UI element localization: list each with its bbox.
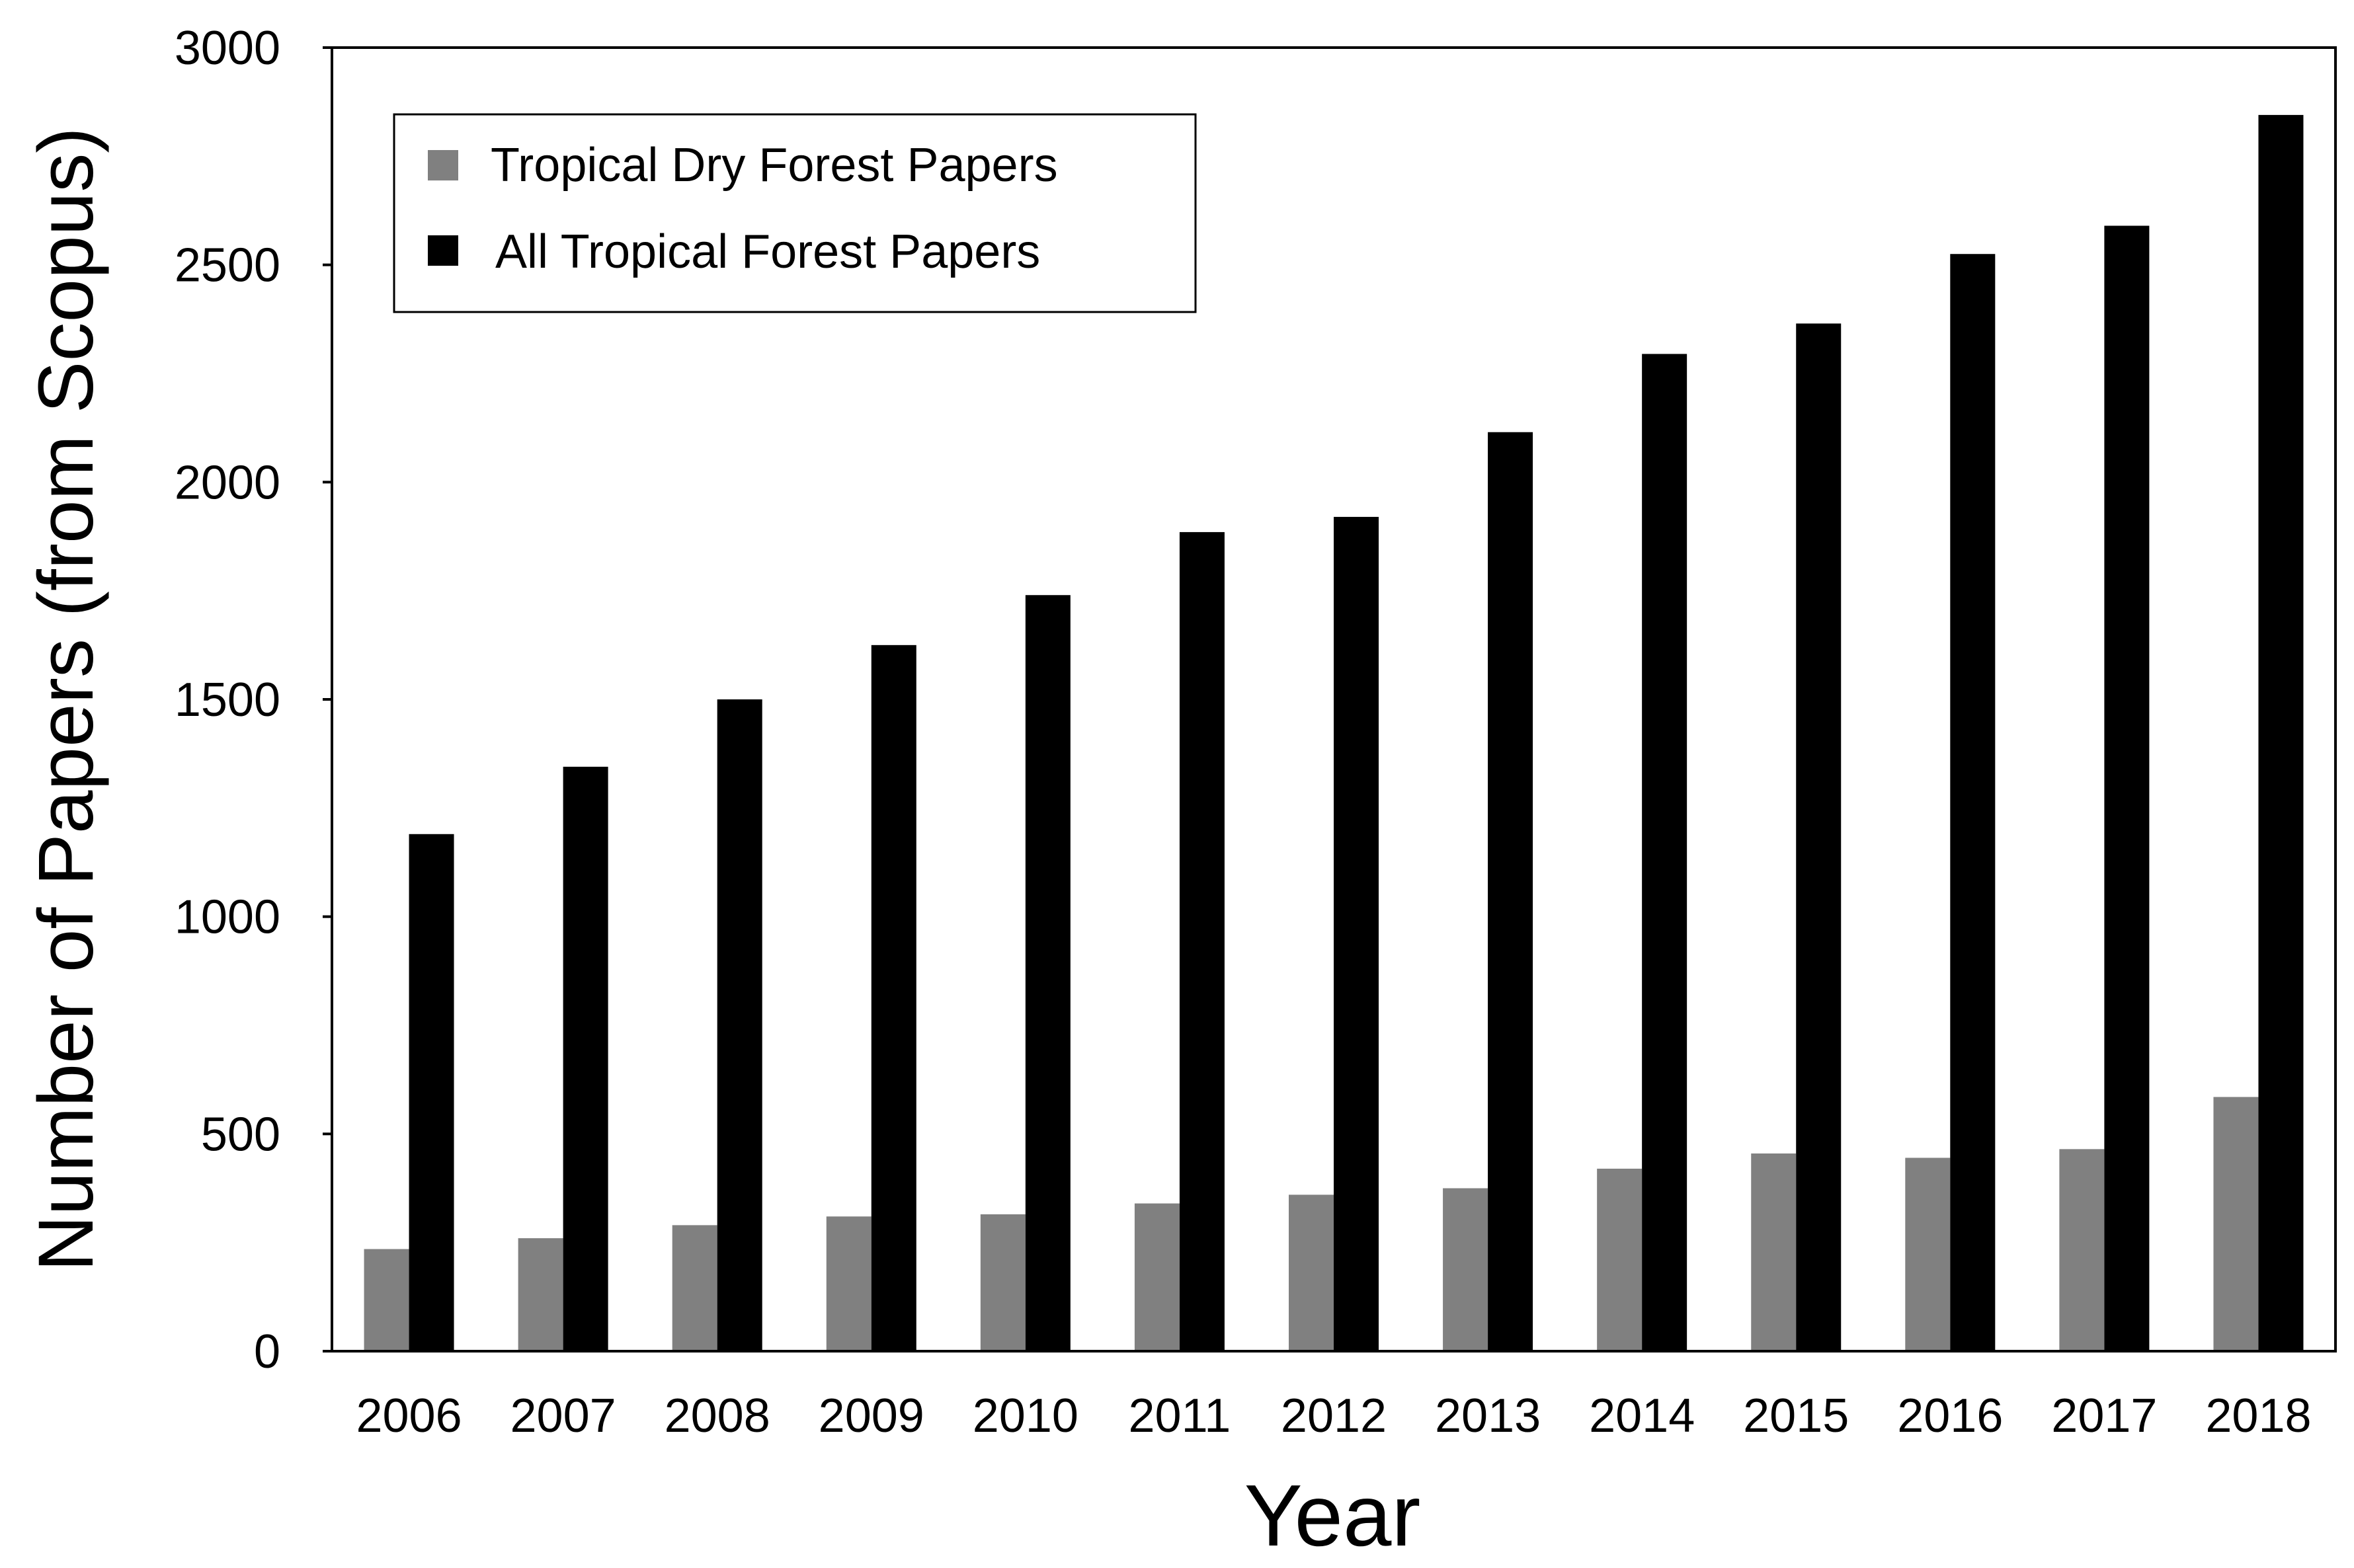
bar-tropical-dry-2007: [518, 1238, 563, 1351]
bar-tropical-dry-2008: [672, 1225, 717, 1351]
bar-tropical-dry-2014: [1597, 1168, 1643, 1351]
y-axis: 0 500 1000 1500 2000 2500 3000: [175, 22, 332, 1378]
bar-all-tropical-2014: [1642, 354, 1687, 1352]
x-axis: 2006 2007 2008 2009 2010 2011 2012 2013 2014 2015…: [356, 1390, 2311, 1442]
x-tick-label-2014: 2014: [1589, 1390, 1695, 1442]
x-tick-label-2007: 2007: [510, 1390, 616, 1442]
bar-all-tropical-2007: [563, 766, 608, 1351]
bar-tropical-dry-2011: [1134, 1203, 1180, 1351]
bar-all-tropical-2006: [409, 834, 454, 1351]
bar-tropical-dry-2012: [1289, 1195, 1334, 1351]
bar-tropical-dry-2016: [1905, 1157, 1951, 1351]
bar-tropical-dry-2010: [980, 1214, 1026, 1351]
x-tick-label-2009: 2009: [819, 1390, 924, 1442]
legend-box: [393, 113, 1197, 313]
y-tick-label-500: 500: [201, 1108, 280, 1161]
bar-tropical-dry-2006: [364, 1249, 409, 1351]
x-tick-label-2008: 2008: [665, 1390, 770, 1442]
x-tick-label-2017: 2017: [2051, 1390, 2157, 1442]
y-tick-label-3000: 3000: [175, 22, 280, 75]
bar-all-tropical-2012: [1334, 516, 1379, 1352]
bar-all-tropical-2016: [1950, 254, 1996, 1351]
bar-tropical-dry-2017: [2059, 1149, 2105, 1351]
y-tick-label-0: 0: [254, 1325, 280, 1378]
legend-swatch-tropical-dry: [428, 150, 458, 180]
bar-all-tropical-2010: [1025, 595, 1071, 1351]
bar-all-tropical-2017: [2104, 225, 2150, 1352]
bar-tropical-dry-2015: [1751, 1153, 1797, 1351]
bar-all-tropical-2015: [1796, 323, 1842, 1351]
x-tick-label-2010: 2010: [973, 1390, 1078, 1442]
bar-all-tropical-2013: [1488, 432, 1533, 1351]
x-tick-label-2012: 2012: [1281, 1390, 1387, 1442]
y-axis-title: Number of Papers (from Scopus): [22, 127, 110, 1271]
x-axis-title: Year: [1244, 1467, 1421, 1564]
bar-tropical-dry-2013: [1443, 1188, 1488, 1351]
bar-tropical-dry-2018: [2213, 1097, 2259, 1351]
y-tick-label-1500: 1500: [175, 674, 280, 726]
x-tick-label-2016: 2016: [1897, 1390, 2003, 1442]
legend: Tropical Dry Forest Papers All Tropical …: [393, 113, 1197, 313]
legend-swatch-all-tropical: [428, 235, 458, 266]
x-tick-label-2011: 2011: [1129, 1390, 1231, 1442]
y-tick-label-2000: 2000: [175, 456, 280, 509]
bar-tropical-dry-2009: [826, 1216, 872, 1351]
legend-label-all-tropical: All Tropical Forest Papers: [495, 225, 1040, 278]
x-tick-label-2015: 2015: [1743, 1390, 1849, 1442]
bars-group: [364, 114, 2304, 1352]
y-tick-label-2500: 2500: [175, 239, 280, 292]
legend-label-tropical-dry: Tropical Dry Forest Papers: [491, 139, 1058, 192]
x-tick-label-2018: 2018: [2205, 1390, 2311, 1442]
bar-all-tropical-2008: [717, 699, 762, 1351]
bar-all-tropical-2009: [871, 645, 916, 1352]
y-tick-label-1000: 1000: [175, 891, 280, 944]
bar-all-tropical-2011: [1179, 531, 1225, 1351]
bar-all-tropical-2018: [2258, 114, 2304, 1351]
x-tick-label-2006: 2006: [356, 1390, 462, 1442]
x-tick-label-2013: 2013: [1435, 1390, 1541, 1442]
